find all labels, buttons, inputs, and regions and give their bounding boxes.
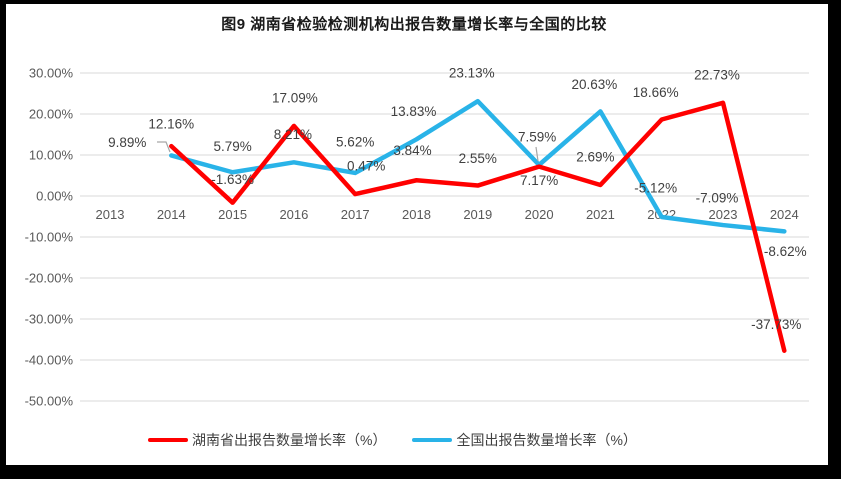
x-axis-tick-label: 2017 bbox=[341, 207, 370, 222]
data-label: 23.13% bbox=[449, 66, 495, 81]
data-label: 9.89% bbox=[108, 135, 146, 150]
y-axis-tick-label: -10.00% bbox=[25, 230, 74, 245]
x-axis-tick-label: 2019 bbox=[463, 207, 492, 222]
x-axis-tick-label: 2021 bbox=[586, 207, 615, 222]
data-label: -7.09% bbox=[696, 191, 739, 206]
x-axis-tick-label: 2015 bbox=[218, 207, 247, 222]
data-label: 18.66% bbox=[633, 85, 679, 100]
legend-item-national: 全国出报告数量增长率（%） bbox=[412, 430, 637, 450]
national-series-swatch-icon bbox=[412, 438, 453, 442]
data-label: 7.59% bbox=[518, 129, 556, 144]
y-axis-tick-label: 0.00% bbox=[36, 189, 73, 204]
x-axis-tick-label: 2018 bbox=[402, 207, 431, 222]
data-label: 2.69% bbox=[576, 149, 614, 164]
y-axis-tick-label: -50.00% bbox=[25, 394, 74, 409]
x-axis-tick-label: 2024 bbox=[770, 207, 799, 222]
y-axis-tick-label: -30.00% bbox=[25, 312, 74, 327]
label-leader-line bbox=[157, 141, 171, 153]
data-label: 20.63% bbox=[572, 77, 618, 92]
data-label: -8.62% bbox=[764, 244, 807, 259]
data-label: 0.47% bbox=[347, 159, 385, 174]
x-axis-tick-label: 2013 bbox=[96, 207, 125, 222]
y-axis-tick-label: -20.00% bbox=[25, 271, 74, 286]
data-label: 5.79% bbox=[213, 139, 251, 154]
data-label: -1.63% bbox=[211, 172, 254, 187]
data-label: -37.73% bbox=[751, 317, 801, 332]
chart-title: 图9 湖南省检验检测机构出报告数量增长率与全国的比较 bbox=[221, 16, 607, 33]
data-label: 7.17% bbox=[520, 173, 558, 188]
chart-area bbox=[6, 4, 828, 465]
hunan-series-swatch-icon bbox=[148, 438, 188, 442]
x-axis-tick-label: 2023 bbox=[709, 207, 738, 222]
data-label: 13.83% bbox=[391, 104, 437, 119]
y-axis-tick-label: -40.00% bbox=[25, 353, 74, 368]
data-label: -5.12% bbox=[634, 180, 677, 195]
label-leader-line bbox=[535, 146, 539, 162]
data-label: 8.21% bbox=[274, 127, 312, 142]
legend-label-national: 全国出报告数量增长率（%） bbox=[456, 432, 637, 448]
legend-item-hunan: 湖南省出报告数量增长率（%） bbox=[148, 430, 386, 450]
data-label: 2.55% bbox=[459, 151, 497, 166]
series-line-national bbox=[169, 98, 787, 234]
y-axis-tick-label: 30.00% bbox=[29, 66, 74, 81]
data-label: 5.62% bbox=[336, 134, 374, 149]
x-axis-tick-label: 2020 bbox=[525, 207, 554, 222]
data-label: 12.16% bbox=[148, 117, 194, 132]
chart-legend: 湖南省出报告数量增长率（%） 全国出报告数量增长率（%） bbox=[148, 430, 637, 450]
y-axis-tick-label: 20.00% bbox=[29, 107, 74, 122]
x-axis-tick-label: 2014 bbox=[157, 207, 186, 222]
legend-label-hunan: 湖南省出报告数量增长率（%） bbox=[192, 432, 387, 448]
data-label: 17.09% bbox=[272, 90, 318, 105]
series-line-hunan bbox=[169, 100, 787, 353]
x-axis-tick-label: 2016 bbox=[279, 207, 308, 222]
data-label: 22.73% bbox=[694, 67, 740, 82]
data-label: 3.84% bbox=[393, 143, 431, 158]
y-axis-tick-label: 10.00% bbox=[29, 148, 74, 163]
